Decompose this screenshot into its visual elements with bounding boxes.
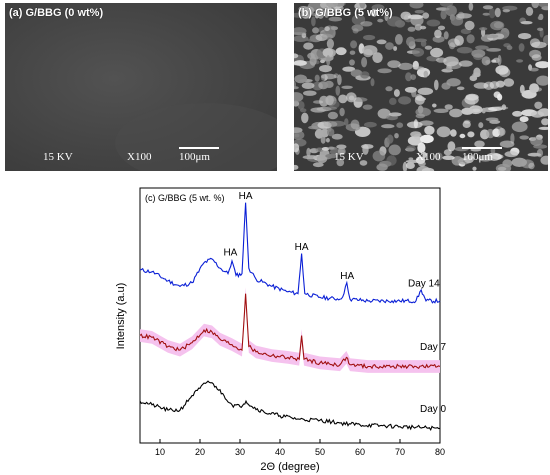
y-axis-label: Intensity (a.u) — [115, 283, 127, 350]
series-label: Day 7 — [420, 342, 447, 353]
voltage-b: 15 KV — [334, 151, 364, 163]
series-line-day-0 — [139, 380, 441, 431]
series-line-day-7 — [139, 293, 441, 370]
x-tick-label: 20 — [195, 447, 205, 457]
magnification-a: X100 — [127, 151, 152, 163]
peak-label: HA — [239, 191, 253, 202]
sem-panel-a: (a) G/BBG (0 wt%) 15 KV X100 100μm — [5, 3, 277, 171]
sem-panel-b: (b) G/BBG (5 wt%) 15 KV X100 100μm — [294, 3, 548, 171]
chart-title: (c) G/BBG (5 wt. %) — [145, 193, 225, 203]
x-tick-label: 80 — [435, 447, 445, 457]
plot-frame — [139, 187, 441, 444]
voltage-a: 15 KV — [43, 151, 73, 163]
x-tick-label: 60 — [355, 447, 365, 457]
series-line-day-14 — [139, 202, 441, 304]
day7-error-band — [140, 287, 440, 373]
peak-label: HA — [223, 247, 237, 258]
peak-label: HA — [340, 271, 354, 282]
panel-label-a: (a) G/BBG (0 wt%) — [9, 7, 104, 19]
series-label: Day 0 — [420, 404, 447, 415]
series-label: Day 14 — [408, 278, 440, 289]
sem-image-a — [5, 3, 277, 171]
scale-a: 100μm — [179, 151, 210, 163]
scale-b: 100μm — [462, 151, 493, 163]
x-tick-label: 10 — [155, 447, 165, 457]
x-axis-label: 2Θ (degree) — [260, 461, 319, 473]
x-tick-label: 30 — [235, 447, 245, 457]
scale-bar-b — [462, 147, 502, 149]
panel-label-b: (b) G/BBG (5 wt%) — [298, 7, 393, 19]
peak-label: HA — [295, 242, 309, 253]
x-tick-label: 70 — [395, 447, 405, 457]
sem-image-b — [294, 3, 548, 171]
xrd-chart: 10 20 30 40 50 60 70 80 HA HA HA HA Day 14 Day 7 Day … — [115, 187, 447, 473]
x-tick-label: 40 — [275, 447, 285, 457]
magnification-b: X100 — [416, 151, 441, 163]
x-tick-label: 50 — [315, 447, 325, 457]
scale-bar-a — [179, 147, 219, 149]
